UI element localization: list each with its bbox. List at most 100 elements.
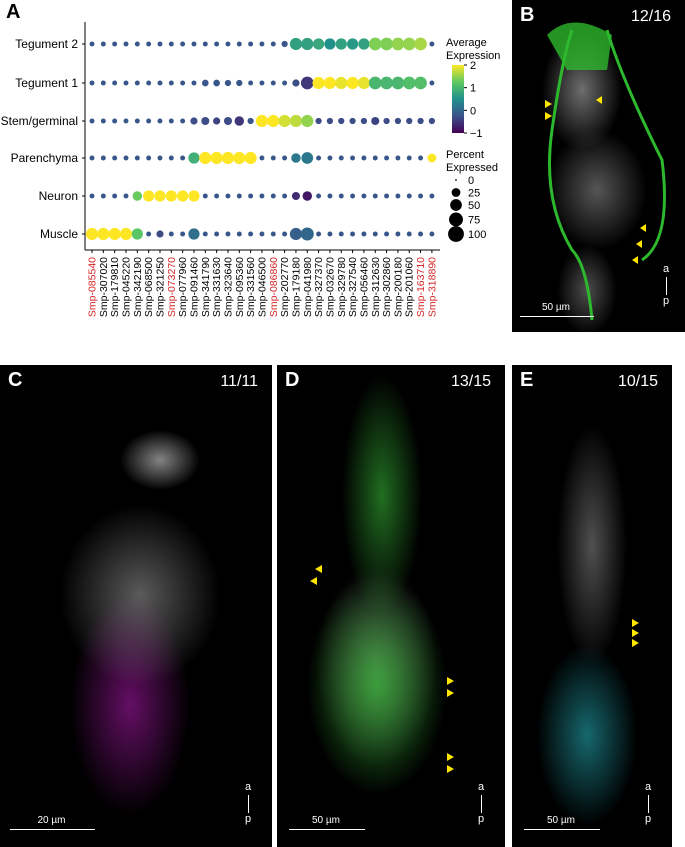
dot bbox=[346, 76, 359, 90]
dot bbox=[429, 41, 435, 47]
x-tick-label: Smp-327370 bbox=[313, 257, 325, 317]
dot bbox=[395, 231, 401, 237]
dot bbox=[123, 41, 129, 47]
color-title: Average Expression bbox=[446, 37, 501, 62]
dot bbox=[402, 76, 416, 90]
dot bbox=[417, 117, 424, 125]
dot bbox=[301, 114, 314, 128]
row-label: Muscle bbox=[40, 227, 78, 241]
dot bbox=[326, 117, 334, 125]
dot bbox=[406, 231, 412, 237]
size-legend-label: 0 bbox=[468, 175, 474, 187]
dot bbox=[300, 76, 314, 90]
dot bbox=[168, 118, 174, 124]
size-legend-label: 25 bbox=[468, 188, 480, 200]
dot bbox=[214, 231, 220, 237]
dot bbox=[132, 191, 143, 201]
dot bbox=[289, 227, 303, 241]
x-tick-label: Smp-312630 bbox=[370, 257, 382, 317]
dot bbox=[350, 193, 356, 199]
dot bbox=[391, 37, 405, 51]
x-tick-label: Smp-091460 bbox=[188, 257, 200, 317]
x-tick-label: Smp-068500 bbox=[143, 257, 155, 317]
dot bbox=[338, 193, 344, 199]
dot bbox=[188, 228, 200, 240]
dot bbox=[112, 80, 118, 86]
dot bbox=[146, 155, 152, 161]
dot bbox=[236, 41, 242, 47]
overlay bbox=[310, 565, 454, 773]
dot bbox=[429, 231, 435, 237]
dot bbox=[85, 227, 99, 241]
scale-label: 50 µm bbox=[312, 815, 340, 826]
x-tick-label: Smp-331630 bbox=[211, 257, 223, 317]
dot bbox=[281, 40, 288, 48]
x-tick-label: Smp-331560 bbox=[245, 257, 257, 317]
x-tick-label: Smp-086860 bbox=[268, 257, 280, 317]
dot bbox=[157, 118, 163, 124]
dot-plot: A Smp-085540 Smp-307020 Smp-179810 Smp-0452… bbox=[1, 1, 487, 317]
dot bbox=[214, 41, 220, 47]
dot bbox=[134, 41, 140, 47]
dot bbox=[248, 231, 254, 237]
dot bbox=[282, 231, 288, 237]
dot bbox=[282, 80, 288, 86]
x-tick-label: Smp-342190 bbox=[132, 257, 144, 317]
dot bbox=[236, 231, 242, 237]
anterior-label: a bbox=[644, 781, 652, 793]
dot bbox=[190, 117, 198, 125]
dot bbox=[338, 231, 344, 237]
dot bbox=[350, 231, 356, 237]
row-label: Stem/germinal bbox=[1, 114, 78, 128]
dot bbox=[213, 79, 220, 87]
size-legend-dot bbox=[451, 188, 461, 197]
scale-label: 20 µm bbox=[37, 815, 66, 826]
dot bbox=[248, 41, 254, 47]
dot bbox=[236, 193, 242, 199]
dot bbox=[429, 80, 435, 86]
dot bbox=[349, 117, 356, 125]
dot bbox=[327, 155, 333, 161]
dot bbox=[324, 38, 336, 50]
dot bbox=[406, 193, 412, 199]
dot bbox=[368, 37, 382, 51]
dot bbox=[267, 114, 280, 128]
panel-count: 10/15 bbox=[617, 373, 658, 390]
dot bbox=[221, 151, 235, 165]
dot bbox=[301, 37, 314, 51]
dot bbox=[100, 155, 106, 161]
size-title: Percent Expressed bbox=[446, 149, 498, 174]
dot bbox=[338, 117, 345, 125]
panel-label: B bbox=[520, 4, 535, 26]
scale-bar bbox=[289, 829, 365, 830]
x-tick-label: Smp-202770 bbox=[279, 257, 291, 317]
dot bbox=[168, 80, 174, 86]
axis-arrow bbox=[648, 795, 649, 813]
dot bbox=[278, 114, 291, 128]
dot bbox=[146, 118, 152, 124]
dot bbox=[123, 118, 129, 124]
dot bbox=[134, 155, 140, 161]
dot bbox=[201, 79, 209, 87]
colorbar-label: 0 bbox=[470, 105, 476, 117]
size-legend-label: 75 bbox=[468, 215, 480, 227]
dot bbox=[180, 155, 186, 161]
dot bbox=[100, 80, 106, 86]
dot bbox=[165, 190, 177, 202]
dot bbox=[248, 193, 254, 199]
axis-arrow bbox=[248, 795, 249, 813]
panel-count: 13/15 bbox=[450, 373, 491, 390]
row-label: Neuron bbox=[39, 189, 78, 203]
x-tick-label: Smp-302860 bbox=[381, 257, 393, 317]
anterior-label: a bbox=[662, 263, 670, 275]
dot bbox=[292, 79, 300, 87]
x-tick-label: Smp-323640 bbox=[222, 257, 234, 317]
dot bbox=[134, 80, 140, 86]
dot bbox=[244, 151, 257, 165]
image-panel: E 10/15 50 µm a p bbox=[512, 365, 672, 847]
dot bbox=[168, 155, 174, 161]
row-label: Parenchyma bbox=[11, 151, 79, 165]
dot bbox=[156, 230, 164, 238]
anterior-label: a bbox=[244, 781, 252, 793]
x-tick-label: Smp-307020 bbox=[98, 257, 110, 317]
